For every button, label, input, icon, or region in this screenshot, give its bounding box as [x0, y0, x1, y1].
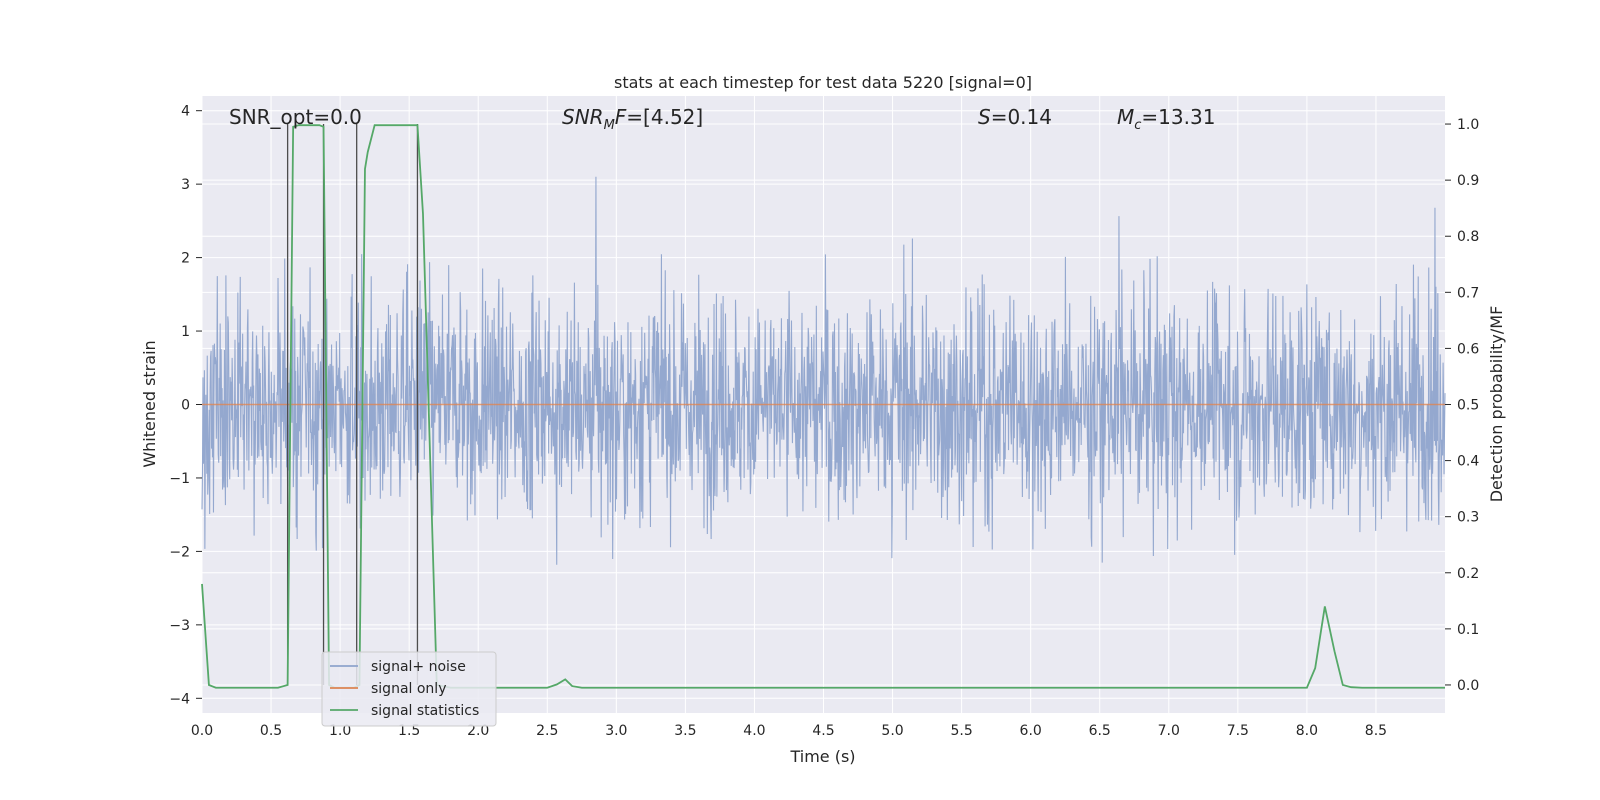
- legend-label-signal-statistics: signal statistics: [371, 703, 479, 719]
- x-tick-label: 4.5: [812, 723, 834, 739]
- x-tick-label: 4.0: [743, 723, 765, 739]
- x-tick-label: 0.0: [191, 723, 213, 739]
- y-left-tick-label: 2: [181, 251, 190, 267]
- y-axis-label-left: Whitened strain: [140, 340, 159, 467]
- y-left-tick-label: −4: [169, 691, 190, 707]
- x-tick-label: 1.5: [398, 723, 420, 739]
- line-signal-noise: [201, 176, 1446, 565]
- x-tick-label: 8.0: [1296, 723, 1318, 739]
- y-right-tick-label: 0.4: [1457, 454, 1479, 470]
- x-axis-label: Time (s): [789, 747, 855, 766]
- vertical-lines: [286, 124, 419, 685]
- legend-box: [321, 651, 497, 727]
- y-left-tick-label: −3: [169, 618, 190, 634]
- y-right-tick-label: 0.8: [1457, 229, 1479, 245]
- x-tick-label: 2.5: [536, 723, 558, 739]
- y-right-tick-label: 0.5: [1457, 398, 1479, 414]
- y-left-tick-label: −1: [169, 471, 190, 487]
- y-left-tick-label: 4: [181, 104, 190, 120]
- y-right-tick-label: 1.0: [1457, 117, 1479, 133]
- x-tick-label: 5.0: [881, 723, 903, 739]
- y-right-tick-labels: 1.0 0.9 0.8 0.7 0.6 0.5 0.4 0.3 0.2 0.1 0.0: [1445, 117, 1479, 694]
- annotation-snr-opt: SNR_opt=0.0: [229, 105, 362, 129]
- chart-title: stats at each timestep for test data 522…: [614, 73, 1032, 92]
- annotations: SNR_opt=0.0 SNRMF=[4.52] S=0.14 Mc=13.31: [229, 105, 1215, 133]
- series-signal-noise: [201, 176, 1446, 565]
- y-right-tick-label: 0.9: [1457, 173, 1479, 189]
- annotation-s: S=0.14: [978, 105, 1052, 129]
- y-left-tick-labels: 4 3 2 1 0 −1 −2 −3 −4: [169, 104, 202, 707]
- x-tick-label: 6.0: [1020, 723, 1042, 739]
- y-right-tick-label: 0.0: [1457, 678, 1479, 694]
- y-right-tick-label: 0.1: [1457, 622, 1479, 638]
- x-tick-label: 8.5: [1365, 723, 1387, 739]
- legend-label-signal-noise: signal+ noise: [371, 659, 466, 675]
- y-right-tick-label: 0.6: [1457, 341, 1479, 357]
- x-tick-labels: 0.0 0.5 1.0 1.5 2.0 2.5 3.0 3.5 4.0 4.5 5.0 5.5 6.0 6…: [191, 723, 1387, 739]
- x-tick-label: 2.0: [467, 723, 489, 739]
- x-tick-label: 3.0: [605, 723, 627, 739]
- y-left-tick-label: 0: [181, 398, 190, 414]
- x-tick-label: 3.5: [674, 723, 696, 739]
- legend: signal+ noise signal only signal statist…: [321, 651, 497, 727]
- x-tick-label: 0.5: [260, 723, 282, 739]
- y-axis-label-right: Detection probability/MF: [1487, 306, 1506, 503]
- annotation-mc: Mc=13.31: [1117, 105, 1215, 133]
- x-tick-label: 1.0: [329, 723, 351, 739]
- series-signal-statistics: [201, 124, 1445, 689]
- annotation-snr-mf: SNRMF=[4.52]: [562, 105, 703, 133]
- legend-label-signal-only: signal only: [371, 681, 446, 697]
- y-right-tick-label: 0.7: [1457, 285, 1479, 301]
- line-signal-statistics: [201, 124, 1445, 689]
- y-left-tick-label: 3: [181, 177, 190, 193]
- x-tick-label: 7.5: [1227, 723, 1249, 739]
- x-tick-label: 7.0: [1158, 723, 1180, 739]
- y-left-tick-label: −2: [169, 544, 190, 560]
- y-right-tick-label: 0.3: [1457, 510, 1479, 526]
- y-right-tick-label: 0.2: [1457, 566, 1479, 582]
- x-tick-label: 6.5: [1089, 723, 1111, 739]
- y-left-tick-label: 1: [181, 324, 190, 340]
- x-tick-label: 5.5: [950, 723, 972, 739]
